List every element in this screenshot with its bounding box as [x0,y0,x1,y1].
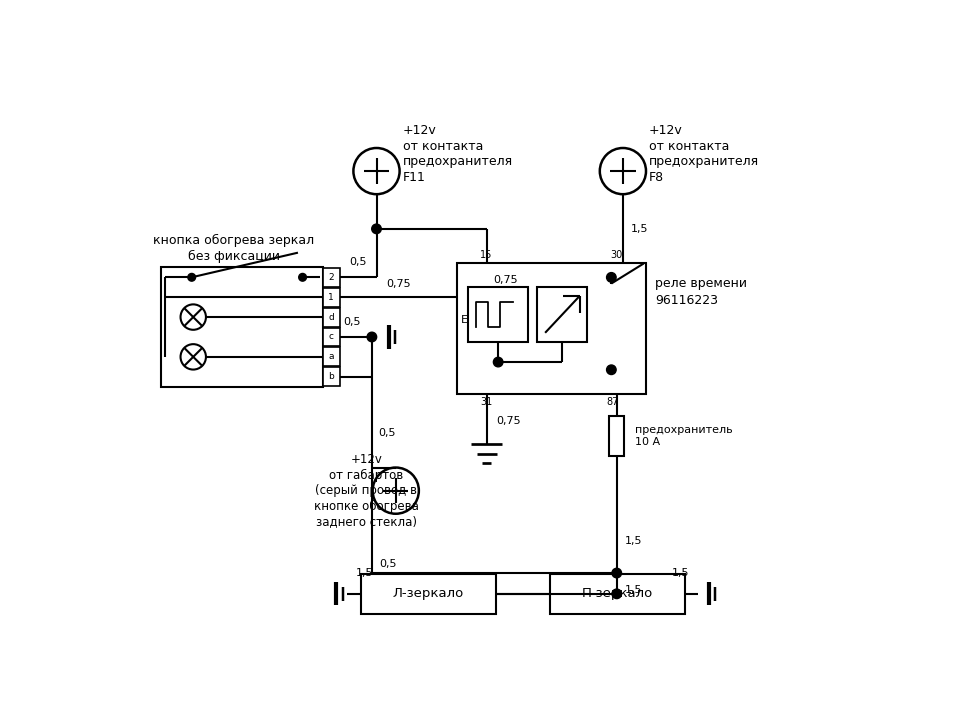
Circle shape [367,332,376,342]
Text: 1: 1 [328,293,334,302]
Circle shape [493,357,503,366]
Text: кнопка обогрева зеркал
без фиксации: кнопка обогрева зеркал без фиксации [154,233,315,263]
Text: реле времени
96116223: реле времени 96116223 [656,277,747,307]
Text: 1,5: 1,5 [672,568,689,578]
Bar [468,287,528,342]
Circle shape [607,365,616,374]
Text: 1,5: 1,5 [624,536,642,546]
Text: 0,5: 0,5 [344,317,361,327]
Text: E: E [461,315,468,325]
Bar [323,328,340,346]
Bar [323,348,340,366]
Text: 1,5: 1,5 [624,585,642,595]
Bar [609,416,624,456]
Bar [361,574,496,614]
Bar [323,367,340,386]
Text: 87: 87 [607,397,619,408]
Text: 1,5: 1,5 [631,224,648,234]
Bar [161,267,323,387]
Text: 2: 2 [328,273,334,282]
Text: 0,5: 0,5 [349,257,367,267]
Text: Л-зеркало: Л-зеркало [393,588,464,600]
Text: a: a [328,352,334,361]
Text: 0,75: 0,75 [492,276,517,285]
Text: c: c [328,333,333,341]
Bar [550,574,684,614]
Text: +12v
от контакта
предохранителя
F8: +12v от контакта предохранителя F8 [649,125,759,184]
Circle shape [612,568,621,578]
Bar [323,288,340,307]
Circle shape [299,274,306,281]
Text: 15: 15 [480,251,492,261]
Circle shape [612,589,621,598]
Text: 31: 31 [481,397,492,408]
Bar [457,264,646,395]
Text: 1,5: 1,5 [356,568,373,578]
Bar [323,268,340,287]
Text: 0,5: 0,5 [379,559,397,569]
Text: 0,75: 0,75 [496,416,520,426]
Text: b: b [328,372,334,382]
Text: +12v
от контакта
предохранителя
F11: +12v от контакта предохранителя F11 [402,125,513,184]
Text: П-зеркало: П-зеркало [582,588,653,600]
Circle shape [372,224,381,233]
Circle shape [188,274,196,281]
Bar [538,287,588,342]
Text: 0,75: 0,75 [386,279,411,289]
Circle shape [607,273,616,282]
Text: предохранитель
10 А: предохранитель 10 А [636,425,732,447]
Text: 30: 30 [611,251,623,261]
Text: 0,5: 0,5 [378,428,396,438]
Text: d: d [328,312,334,322]
Text: +12v
от габартов
(серый провод в
кнопке обогрева
заднего стекла): +12v от габартов (серый провод в кнопке … [314,453,419,528]
Bar [323,307,340,326]
